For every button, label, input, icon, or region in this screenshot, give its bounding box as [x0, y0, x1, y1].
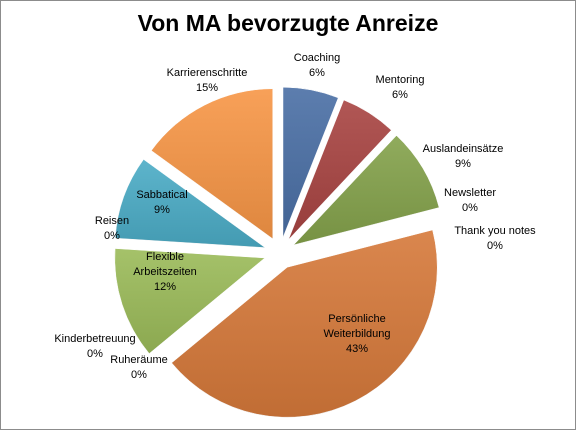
data-label-newsletter: Newsletter 0%	[444, 187, 496, 214]
pie-slice-shade-coaching	[282, 87, 339, 238]
data-label-ruheräume: Ruheräume 0%	[110, 354, 167, 381]
pie-slice-shade-persönliche-weiterbildung	[171, 229, 438, 418]
data-label-thank-you-notes: Thank you notes 0%	[454, 225, 536, 252]
data-label-persönliche-weiterbildung: Persönliche Weiterbildung 43%	[323, 313, 390, 355]
data-label-reisen: Reisen 0%	[95, 215, 129, 242]
data-label-sabbatical: Sabbatical 9%	[136, 189, 187, 216]
data-label-coaching: Coaching 6%	[294, 52, 340, 79]
data-label-kinderbetreuung: Kinderbetreuung 0%	[54, 333, 135, 360]
pie-slice-shade-auslandeinsätze	[293, 135, 440, 245]
pie-slice-shade-flexible-arbeitszeiten	[114, 248, 265, 354]
data-label-flexible-arbeitszeiten: Flexible Arbeitszeiten 12%	[133, 251, 197, 293]
pie-slice-shade-mentoring	[288, 100, 392, 240]
chart-title: Von MA bevorzugte Anreize	[137, 10, 439, 36]
data-label-auslandeinsätze: Auslandeinsätze 9%	[423, 143, 504, 170]
data-label-karrierenschritte: Karrierenschritte 15%	[167, 67, 248, 94]
pie-slice-shade-karrierenschritte	[151, 88, 273, 239]
pie-slice-shade-sabbatical	[115, 159, 265, 248]
data-label-mentoring: Mentoring 6%	[376, 74, 425, 101]
